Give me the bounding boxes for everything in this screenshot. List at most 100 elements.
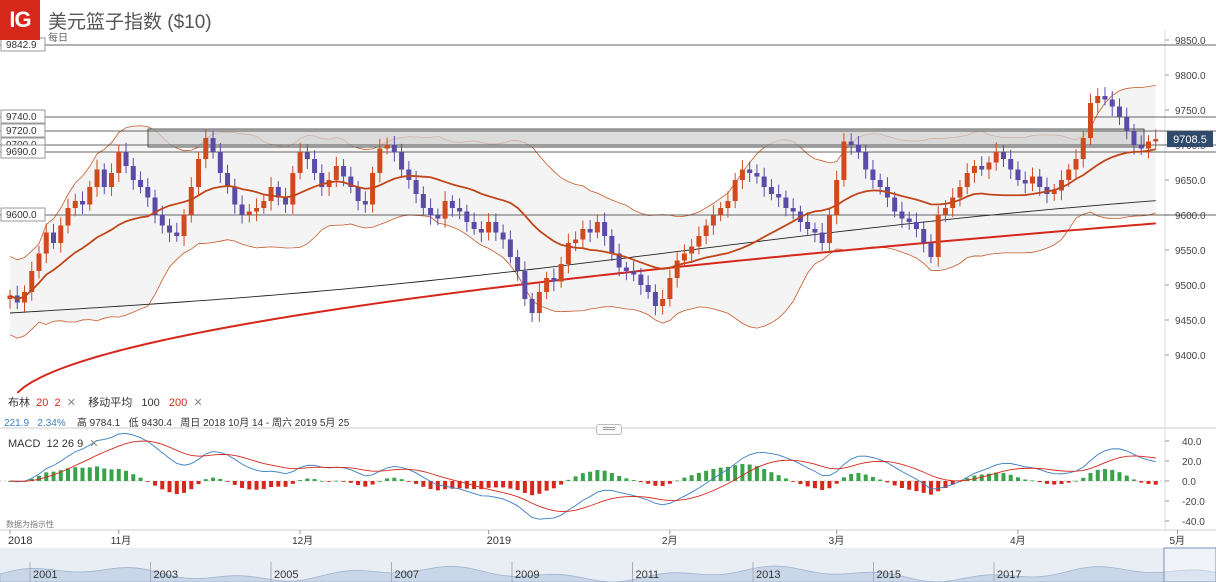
- candle-body: [660, 299, 666, 307]
- macd-histogram-bar: [1153, 481, 1158, 485]
- candle-body: [145, 187, 151, 198]
- candle-body: [94, 169, 100, 188]
- remove-bollinger-icon[interactable]: ✕: [66, 397, 76, 409]
- candle-body: [486, 222, 492, 233]
- macd-histogram-bar: [493, 481, 498, 488]
- remove-ma-icon[interactable]: ✕: [193, 397, 203, 409]
- candle-body: [471, 222, 477, 230]
- chart-title: 美元篮子指数 ($10): [48, 12, 212, 33]
- candle-body: [362, 201, 368, 205]
- macd-histogram-bar: [196, 481, 201, 485]
- x-tick-label: 4月: [1010, 535, 1026, 547]
- macd-histogram-bar: [907, 481, 912, 490]
- candle-body: [863, 152, 869, 170]
- ma-label[interactable]: 移动平均: [88, 397, 133, 409]
- resistance-zone: [147, 128, 1145, 148]
- candle-body: [834, 180, 840, 216]
- macd-histogram-bar: [225, 481, 230, 482]
- remove-macd-icon[interactable]: ✕: [89, 438, 99, 450]
- candle-body: [181, 215, 187, 237]
- candle-body: [442, 201, 448, 219]
- macd-histogram-bar: [399, 479, 404, 481]
- macd-histogram-bar: [189, 481, 194, 490]
- macd-histogram-bar: [182, 481, 187, 493]
- candle-body: [855, 145, 861, 153]
- candle-body: [174, 232, 180, 237]
- macd-histogram-bar: [740, 463, 745, 481]
- macd-histogram-bar: [776, 475, 781, 481]
- candle-body: [7, 295, 13, 300]
- macd-label[interactable]: MACD: [8, 438, 41, 450]
- candle-body: [696, 236, 702, 247]
- macd-histogram-bar: [936, 481, 941, 492]
- candle-body: [1066, 169, 1072, 181]
- candle-body: [993, 152, 999, 163]
- candle-body: [899, 211, 905, 219]
- candle-body: [892, 197, 898, 212]
- y-tick-label: 9500.0: [1175, 281, 1206, 292]
- y-tick-label: 9400.0: [1175, 351, 1206, 362]
- price-level-tag: [0, 123, 46, 138]
- candle-body: [1000, 152, 1006, 160]
- macd-histogram-bar: [472, 481, 477, 490]
- macd-histogram-bar: [617, 476, 622, 481]
- macd-histogram-bar: [66, 468, 71, 481]
- macd-histogram-bar: [805, 481, 810, 487]
- candle-body: [544, 278, 550, 293]
- macd-histogram-bar: [1088, 473, 1093, 481]
- candle-body: [51, 232, 57, 244]
- candle-body: [210, 138, 216, 153]
- navigator-window: [1163, 547, 1216, 582]
- macd-signal-line: [9, 440, 1156, 513]
- x-tick-label: 12月: [292, 535, 313, 547]
- candle-body: [529, 299, 535, 314]
- macd-histogram-bar: [232, 481, 237, 485]
- current-price-label: 9708.5: [1173, 134, 1207, 146]
- macd-histogram-bar: [269, 481, 274, 488]
- pane-resize-handle[interactable]: [596, 424, 622, 435]
- candle-body: [203, 138, 209, 160]
- navigator-year-label: 2015: [877, 569, 901, 581]
- macd-histogram-bar: [167, 481, 172, 493]
- x-tick-label: 2月: [662, 535, 678, 547]
- macd-histogram-bar: [211, 477, 216, 481]
- macd-histogram-bar: [653, 481, 658, 486]
- macd-histogram-bar: [102, 468, 107, 481]
- candle-body: [254, 208, 260, 212]
- candle-body: [565, 243, 571, 265]
- candle-body: [188, 187, 194, 216]
- macd-histogram-bar: [1139, 481, 1144, 483]
- macd-histogram-bar: [312, 479, 317, 481]
- macd-histogram-bar: [450, 481, 455, 489]
- candle-body: [399, 152, 405, 170]
- candle-body: [43, 232, 49, 254]
- macd-line: [9, 432, 1156, 520]
- macd-histogram-bar: [261, 481, 266, 490]
- macd-histogram-bar: [537, 481, 542, 494]
- candle-body: [1138, 145, 1144, 149]
- macd-histogram-bar: [341, 481, 346, 482]
- macd-histogram-bar: [508, 481, 513, 489]
- macd-histogram-bar: [609, 473, 614, 481]
- candle-body: [768, 187, 774, 195]
- macd-histogram-bar: [747, 464, 752, 481]
- macd-histogram-bar: [885, 481, 890, 483]
- ma-fast: 100: [141, 397, 160, 409]
- macd-histogram-bar: [203, 479, 208, 481]
- macd-histogram-bar: [1081, 477, 1086, 481]
- macd-histogram-bar: [812, 481, 817, 489]
- macd-histogram-bar: [276, 481, 281, 487]
- macd-histogram-bar: [1117, 472, 1122, 481]
- macd-histogram-bar: [95, 466, 100, 481]
- bollinger-lower-line: [9, 211, 1156, 339]
- macd-histogram-bar: [820, 481, 825, 491]
- candle-body: [623, 267, 629, 272]
- macd-histogram-bar: [1095, 469, 1100, 481]
- candle-body: [239, 204, 245, 216]
- macd-histogram-bar: [791, 481, 796, 482]
- candle-body: [631, 271, 637, 275]
- candle-body: [957, 187, 963, 198]
- macd-histogram-bar: [863, 474, 868, 481]
- bollinger-label[interactable]: 布林: [8, 397, 30, 409]
- candle-body: [573, 239, 579, 244]
